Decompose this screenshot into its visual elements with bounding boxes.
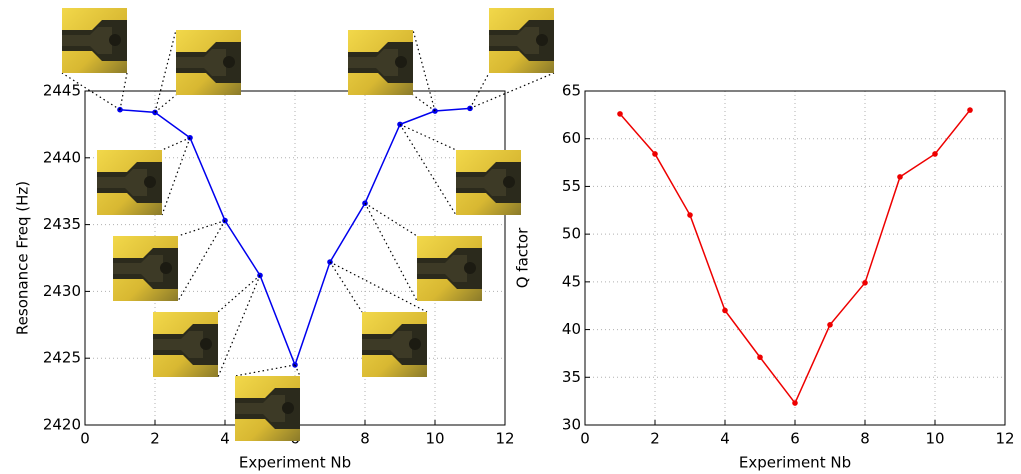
connector — [329, 261, 363, 313]
y-tick-label: 60 — [562, 129, 581, 147]
photo-thumbnail — [176, 30, 241, 95]
connector — [364, 202, 418, 237]
y-tick-label: 35 — [562, 368, 581, 386]
y-tick-label: 2435 — [43, 215, 81, 233]
y-tick-label: 50 — [562, 225, 581, 243]
connector — [177, 220, 226, 237]
data-point — [757, 354, 763, 361]
data-point — [687, 212, 693, 218]
y-tick-label: 30 — [562, 416, 581, 434]
photo-thumbnail — [97, 150, 162, 215]
connector — [364, 202, 418, 302]
photo-thumbnail — [489, 8, 554, 73]
y-tick-label: 40 — [562, 320, 581, 338]
photo-thumbnail — [348, 30, 413, 95]
data-point — [792, 400, 798, 406]
data-point — [827, 322, 833, 328]
x-tick-label: 4 — [720, 430, 730, 448]
y-tick-label: 55 — [562, 177, 581, 195]
photo-thumbnail — [153, 312, 218, 377]
x-tick-label: 2 — [650, 430, 660, 448]
connector — [154, 29, 177, 113]
x-tick-label: 0 — [80, 430, 90, 448]
data-point — [652, 151, 658, 157]
data-point — [617, 111, 623, 117]
x-tick-label: 4 — [220, 430, 230, 448]
connector — [412, 94, 436, 112]
thumbnails — [62, 8, 554, 441]
photo-thumbnail — [417, 236, 482, 301]
photo-thumbnail — [62, 8, 127, 73]
data-point — [862, 280, 868, 286]
x-tick-label: 8 — [360, 430, 370, 448]
x-tick-label: 12 — [995, 430, 1014, 448]
connector — [399, 124, 457, 216]
connector — [329, 261, 428, 313]
connector — [154, 94, 177, 113]
y-tick-label: 45 — [562, 272, 581, 290]
y-axis-label: Resonance Freq (Hz) — [14, 181, 32, 335]
y-tick-label: 2425 — [43, 349, 81, 367]
x-tick-label: 2 — [150, 430, 160, 448]
connector — [217, 275, 261, 378]
connector — [119, 72, 128, 110]
connectors — [61, 29, 555, 378]
photo-thumbnail — [456, 150, 521, 215]
x-tick-label: 10 — [925, 430, 944, 448]
data-point — [967, 107, 973, 113]
data-point — [397, 121, 403, 128]
data-point — [722, 307, 728, 314]
photo-thumbnail — [362, 312, 427, 377]
x-axis-label: Experiment Nb — [739, 454, 851, 472]
x-tick-label: 0 — [580, 430, 590, 448]
data-point — [932, 151, 938, 157]
y-tick-label: 2430 — [43, 282, 81, 300]
photo-thumbnail — [235, 376, 300, 441]
data-point — [897, 174, 903, 180]
plot-frame — [584, 90, 1006, 426]
connector — [234, 364, 296, 377]
y-tick-label: 65 — [562, 82, 581, 100]
x-axis-label: Experiment Nb — [239, 454, 351, 472]
chart: 0 2 4 6 8 10 12 30 35 40 45 50 55 60 65 Experiment Nb Q … — [514, 82, 1015, 472]
y-tick-label: 2445 — [43, 82, 81, 100]
connector — [412, 29, 436, 112]
y-axis-label: Q factor — [514, 227, 532, 288]
connector — [469, 72, 555, 109]
x-tick-label: 10 — [425, 430, 444, 448]
connector — [177, 220, 226, 302]
connector — [294, 364, 301, 377]
x-tick-label: 12 — [495, 430, 514, 448]
photo-thumbnail — [113, 236, 178, 301]
x-tick-label: 6 — [790, 430, 800, 448]
connector — [217, 274, 261, 313]
connector — [399, 123, 457, 151]
x-tick-label: 8 — [860, 430, 870, 448]
connector — [161, 137, 191, 216]
y-tick-label: 2420 — [43, 416, 81, 434]
y-tick-label: 2440 — [43, 148, 81, 166]
connector — [161, 137, 191, 151]
